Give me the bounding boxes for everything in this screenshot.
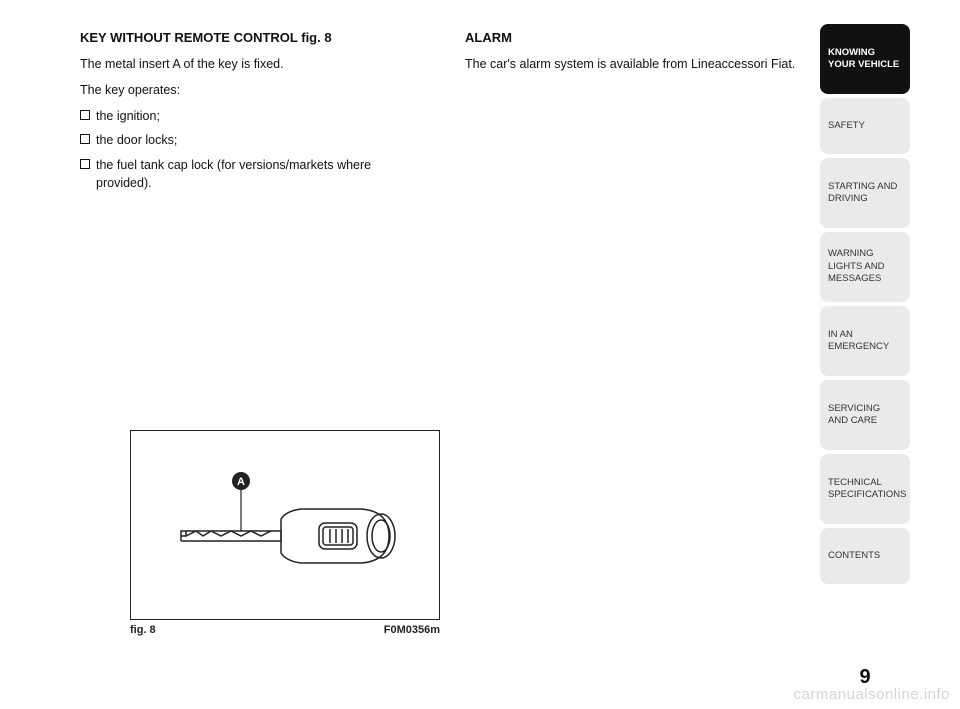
sidebar-tabs: KNOWING YOUR VEHICLE SAFETY STARTING AND…: [820, 24, 910, 588]
body-text: The car's alarm system is available from…: [465, 55, 810, 73]
watermark: carmanualsonline.info: [794, 686, 950, 703]
tab-safety[interactable]: SAFETY: [820, 98, 910, 154]
tab-label: SAFETY: [828, 120, 865, 132]
figure-caption-left: fig. 8: [130, 624, 156, 636]
key-illustration: A: [131, 431, 441, 621]
left-column: KEY WITHOUT REMOTE CONTROL fig. 8 The me…: [80, 30, 425, 198]
figure-caption-row: fig. 8 F0M0356m: [130, 624, 440, 636]
section-title-key: KEY WITHOUT REMOTE CONTROL fig. 8: [80, 30, 425, 45]
content-area: KEY WITHOUT REMOTE CONTROL fig. 8 The me…: [80, 30, 810, 198]
tab-starting-and-driving[interactable]: STARTING AND DRIVING: [820, 158, 910, 228]
tab-warning-lights[interactable]: WARNING LIGHTS AND MESSAGES: [820, 232, 910, 302]
page: KEY WITHOUT REMOTE CONTROL fig. 8 The me…: [0, 0, 960, 709]
tab-contents[interactable]: CONTENTS: [820, 528, 910, 584]
bullet-item: the fuel tank cap lock (for versions/mar…: [80, 156, 425, 192]
right-column: ALARM The car's alarm system is availabl…: [465, 30, 810, 198]
bullet-item: the door locks;: [80, 131, 425, 149]
callout-a-label: A: [237, 476, 245, 488]
bullet-item: the ignition;: [80, 107, 425, 125]
body-text: The key operates:: [80, 81, 425, 99]
tab-label: WARNING LIGHTS AND MESSAGES: [828, 248, 902, 285]
tab-label: CONTENTS: [828, 550, 880, 562]
figure-caption-right: F0M0356m: [384, 624, 440, 636]
tab-label: STARTING AND DRIVING: [828, 181, 902, 206]
tab-in-an-emergency[interactable]: IN AN EMERGENCY: [820, 306, 910, 376]
body-text: The metal insert A of the key is fixed.: [80, 55, 425, 73]
section-title-alarm: ALARM: [465, 30, 810, 45]
figure-8: A fig. 8 F0M0356m: [130, 430, 440, 636]
figure-box: A: [130, 430, 440, 620]
tab-knowing-your-vehicle[interactable]: KNOWING YOUR VEHICLE: [820, 24, 910, 94]
tab-label: SERVICING AND CARE: [828, 403, 902, 428]
tab-technical-specifications[interactable]: TECHNICAL SPECIFICATIONS: [820, 454, 910, 524]
bullet-list: the ignition; the door locks; the fuel t…: [80, 107, 425, 192]
callout-a: A: [232, 472, 250, 531]
tab-servicing-and-care[interactable]: SERVICING AND CARE: [820, 380, 910, 450]
tab-label: IN AN EMERGENCY: [828, 329, 902, 354]
tab-label: TECHNICAL SPECIFICATIONS: [828, 477, 906, 502]
tab-label: KNOWING YOUR VEHICLE: [828, 47, 902, 72]
